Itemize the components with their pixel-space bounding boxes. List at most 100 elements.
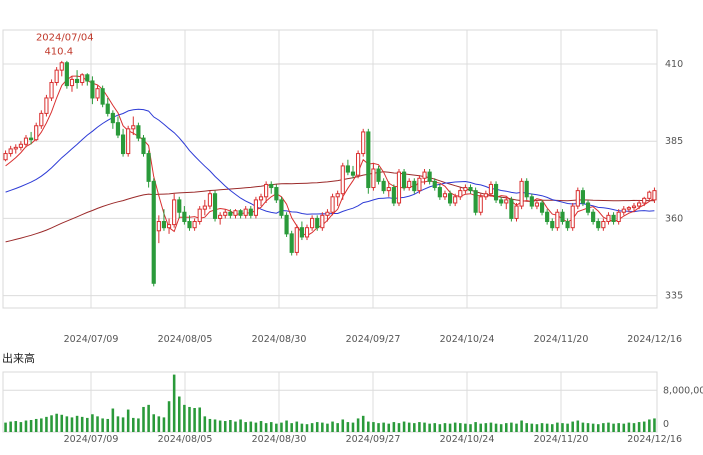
candle-body xyxy=(75,78,80,84)
candle-body xyxy=(120,134,126,155)
price-panel-frame xyxy=(2,29,658,309)
volume-bar xyxy=(29,420,33,432)
candle-body xyxy=(304,227,310,238)
volume-bar xyxy=(198,407,201,432)
candle-body xyxy=(228,211,233,216)
volume-bar xyxy=(45,416,48,432)
price-x-tick-label: 2024/09/27 xyxy=(346,334,401,345)
volume-bar xyxy=(137,418,140,432)
volume-bar xyxy=(203,416,207,432)
candle-body xyxy=(310,217,315,229)
candle-body xyxy=(488,183,494,195)
candle-body xyxy=(95,88,100,99)
volume-bar xyxy=(591,423,595,432)
volume-bar xyxy=(218,420,222,432)
volume-bar xyxy=(336,423,339,432)
candle-body xyxy=(539,202,545,213)
volume-bar xyxy=(65,416,69,432)
price-x-tick-label: 2024/12/16 xyxy=(627,334,682,345)
candle-body xyxy=(177,199,182,213)
candle-body xyxy=(509,199,514,219)
volume-bar xyxy=(86,417,89,432)
candlesticks xyxy=(3,60,657,287)
candle-body xyxy=(269,183,274,189)
candle-body xyxy=(100,88,105,105)
volume-x-tick-label: 2024/08/05 xyxy=(158,434,213,445)
volume-bar xyxy=(157,416,161,432)
volume-bar xyxy=(290,423,293,432)
candle-body xyxy=(458,190,463,198)
volume-bar xyxy=(183,404,186,432)
volume-bar xyxy=(285,420,288,432)
candle-body xyxy=(34,125,39,141)
volume-bar xyxy=(167,401,171,432)
volume-bar xyxy=(14,421,18,432)
candle-body xyxy=(580,190,585,204)
volume-x-tick-label: 2024/10/24 xyxy=(440,434,495,445)
volume-bar xyxy=(433,423,437,432)
volume-bar xyxy=(525,423,528,432)
volume-bar xyxy=(443,423,447,432)
candle-body xyxy=(407,180,412,189)
ma-short-line xyxy=(5,75,655,237)
candle-body xyxy=(64,62,69,87)
candle-body xyxy=(637,202,642,207)
price-y-tick-label: 385 xyxy=(665,136,683,147)
volume-bar xyxy=(254,422,258,432)
candle-body xyxy=(621,208,626,213)
candle-body xyxy=(550,221,555,229)
candle-body xyxy=(105,103,110,114)
volume-bar xyxy=(341,419,345,432)
candle-body xyxy=(647,191,652,199)
volume-x-tick-label: 2024/12/16 xyxy=(627,434,682,445)
candle-body xyxy=(555,211,560,229)
candle-body xyxy=(427,171,432,182)
volume-bar xyxy=(75,415,79,432)
high-annotation: 2024/07/04 410.4 xyxy=(36,33,94,58)
candle-body xyxy=(115,122,121,136)
volume-bar xyxy=(596,424,600,432)
volume-bar xyxy=(576,420,580,432)
volume-bar xyxy=(387,423,391,432)
candle-body xyxy=(192,221,197,229)
volume-bar xyxy=(612,423,615,432)
volume-bar xyxy=(413,423,416,432)
candle-body xyxy=(238,210,243,216)
candle-body xyxy=(381,180,386,192)
candle-body xyxy=(223,211,228,216)
candle-body xyxy=(126,128,131,155)
candle-body xyxy=(504,199,509,204)
volume-bar xyxy=(648,419,651,432)
volume-bar xyxy=(622,423,626,432)
candle-body xyxy=(44,97,49,114)
candle-body xyxy=(585,202,591,213)
candle-body xyxy=(652,190,657,201)
volume-bar xyxy=(223,421,227,432)
candle-body xyxy=(248,208,253,216)
price-y-tick-label: 335 xyxy=(665,291,683,302)
volume-bar xyxy=(428,423,431,432)
volume-bar xyxy=(397,423,401,432)
candle-body xyxy=(402,171,407,189)
volume-bar xyxy=(50,415,53,432)
volume-y-tick-label: 8,000,00 xyxy=(663,385,703,396)
candle-body xyxy=(29,137,34,141)
candle-body xyxy=(616,211,621,223)
candle-body xyxy=(396,171,402,204)
annotation-value: 410.4 xyxy=(44,47,73,58)
volume-bar xyxy=(402,421,406,432)
candle-body xyxy=(529,196,534,207)
candle-body xyxy=(156,221,161,232)
candle-body xyxy=(3,153,8,161)
volume-bar xyxy=(315,422,319,432)
volume-bar xyxy=(305,424,309,432)
candle-body xyxy=(284,214,289,235)
candle-body xyxy=(49,82,54,99)
volume-bar xyxy=(295,421,299,432)
volume-bar xyxy=(239,419,242,432)
candle-body xyxy=(371,168,376,189)
volume-bar xyxy=(448,423,452,432)
volume-bar xyxy=(269,422,273,432)
volume-bar xyxy=(234,421,237,432)
